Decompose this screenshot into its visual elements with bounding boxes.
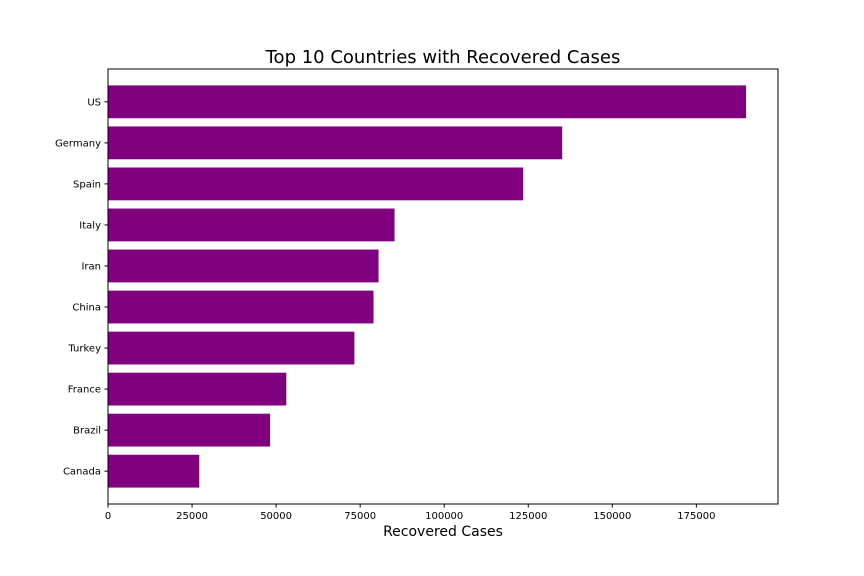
bars-group bbox=[108, 85, 747, 488]
y-tick-label: Iran bbox=[81, 261, 101, 272]
bar-china bbox=[108, 290, 374, 324]
y-tick-label: France bbox=[68, 385, 101, 396]
x-tick-label: 50000 bbox=[260, 511, 292, 522]
y-tick-label: Spain bbox=[73, 179, 101, 190]
x-tick-label: 75000 bbox=[344, 511, 376, 522]
bar-turkey bbox=[108, 331, 355, 365]
x-tick-label: 100000 bbox=[425, 511, 463, 522]
y-tick-label: Canada bbox=[63, 467, 101, 478]
x-tick-label: 150000 bbox=[593, 511, 631, 522]
bar-iran bbox=[108, 249, 379, 283]
y-tick-label: Germany bbox=[55, 138, 101, 149]
bar-brazil bbox=[108, 413, 271, 447]
y-tick-label: Turkey bbox=[67, 344, 101, 355]
bar-us bbox=[108, 85, 747, 119]
x-tick-label: 175000 bbox=[677, 511, 715, 522]
bar-france bbox=[108, 372, 287, 406]
x-tick-label: 25000 bbox=[176, 511, 208, 522]
x-tick-label: 0 bbox=[105, 511, 111, 522]
y-axis-ticks: US Germany Spain Italy Iran China Turkey France… bbox=[55, 97, 108, 478]
bar-spain bbox=[108, 167, 524, 201]
y-tick-label: China bbox=[72, 303, 101, 314]
x-tick-label: 125000 bbox=[509, 511, 547, 522]
y-tick-label: US bbox=[87, 97, 101, 108]
bar-italy bbox=[108, 208, 395, 242]
x-axis-label: Recovered Cases bbox=[383, 524, 503, 540]
y-tick-label: Brazil bbox=[73, 426, 101, 437]
bar-germany bbox=[108, 126, 563, 160]
bar-canada bbox=[108, 454, 200, 488]
x-axis-ticks: 0 25000 50000 75000 100000 125000 150000 175000 bbox=[105, 504, 715, 522]
chart-title: Top 10 Countries with Recovered Cases bbox=[265, 47, 621, 68]
plot-area-frame bbox=[107, 68, 779, 505]
y-tick-label: Italy bbox=[79, 220, 101, 231]
